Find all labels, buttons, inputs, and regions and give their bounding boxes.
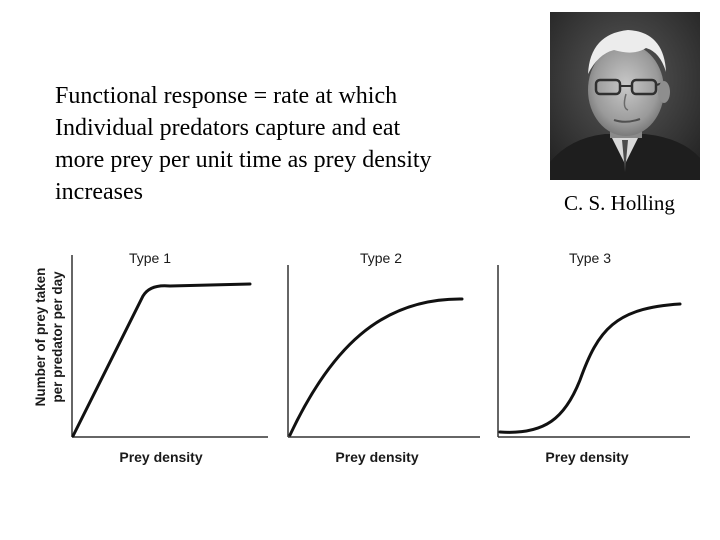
y-axis-label-line1: Number of prey taken	[33, 268, 48, 407]
definition-line: Individual predators capture and eat	[55, 115, 401, 141]
definition-line: more prey per unit time as prey density	[55, 147, 432, 173]
type-1-x-axis-label: Prey density	[119, 449, 202, 465]
type-3-x-axis-label: Prey density	[545, 449, 628, 465]
holling-portrait-photo	[550, 12, 700, 180]
definition-line: increases	[55, 179, 143, 205]
functional-response-graphs: Number of prey taken per predator per da…	[33, 250, 690, 465]
type-2-panel: Type 2 Prey density	[287, 250, 480, 465]
type-3-panel: Type 3 Prey density	[497, 250, 690, 465]
definition-text: Functional response = rate at which Indi…	[55, 80, 525, 208]
type-1-title: Type 1	[129, 250, 171, 266]
portrait-caption: C. S. Holling	[564, 191, 675, 215]
type-2-title: Type 2	[360, 250, 402, 266]
type-1-panel: Type 1 Prey density	[71, 250, 268, 465]
type-3-title: Type 3	[569, 250, 611, 266]
type-2-x-axis-label: Prey density	[335, 449, 418, 465]
definition-line: Functional response = rate at which	[55, 83, 398, 109]
type-2-curve	[288, 297, 464, 437]
type-3-curve	[498, 302, 682, 434]
type-1-curve	[71, 282, 252, 438]
y-axis-label-line2: per predator per day	[50, 271, 65, 403]
